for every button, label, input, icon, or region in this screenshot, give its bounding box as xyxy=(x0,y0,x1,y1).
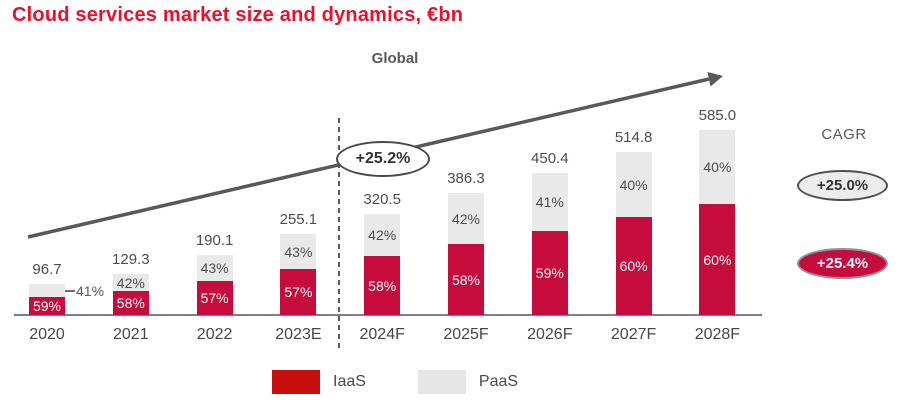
bar-segment-paas: 42% xyxy=(112,274,149,292)
bar-total-label: 129.3 xyxy=(112,251,150,269)
bar-total-label: 96.7 xyxy=(32,261,62,279)
x-axis-label: 2023E xyxy=(275,326,322,343)
x-axis-label: 2020 xyxy=(29,326,65,343)
cagr-badge-iaas: +25.4% xyxy=(797,248,888,279)
trend-cagr-callout: +25.2% xyxy=(336,141,430,177)
legend-label-iaas: IaaS xyxy=(333,373,366,390)
bar-segment-paas xyxy=(29,284,65,297)
callout-leader-line xyxy=(65,289,75,292)
bar-total-label: 386.3 xyxy=(447,169,485,187)
bar-segment-iaas: 60% xyxy=(699,204,736,315)
x-axis-label: 2028F xyxy=(694,326,741,343)
bar-segment-iaas: 58% xyxy=(364,256,401,315)
legend-swatch-iaas xyxy=(272,370,320,394)
bar-segment-paas: 42% xyxy=(448,192,484,245)
bar-segment-iaas: 60% xyxy=(615,217,652,315)
bar-total-label: 190.1 xyxy=(195,231,234,249)
cagr-heading: CAGR xyxy=(821,126,867,143)
x-axis-line xyxy=(14,314,762,316)
region-label: Global xyxy=(371,50,419,67)
x-axis-label: 2021 xyxy=(113,326,149,343)
bar-segment-paas: 43% xyxy=(196,254,233,281)
x-axis-label: 2022 xyxy=(196,326,233,343)
bar-segment-iaas: 59% xyxy=(29,296,65,315)
x-axis-label: 2025F xyxy=(443,326,489,343)
bar-total-label: 255.1 xyxy=(279,211,318,229)
bar-segment-paas: 43% xyxy=(280,234,317,270)
bar-segment-paas: 42% xyxy=(364,213,401,257)
x-axis-label: 2026F xyxy=(527,326,573,343)
legend-label-paas: PaaS xyxy=(478,373,519,390)
legend-swatch-paas xyxy=(417,370,466,394)
bar-segment-paas: 40% xyxy=(699,130,736,205)
bar-total-label: 320.5 xyxy=(363,190,401,208)
bar-total-label: 450.4 xyxy=(531,149,569,167)
bar-segment-iaas: 57% xyxy=(280,269,317,315)
paas-share-label: 41% xyxy=(76,282,105,299)
bar-segment-iaas: 58% xyxy=(112,291,149,315)
chart-title: Cloud services market size and dynamics,… xyxy=(12,4,464,26)
x-axis-label: 2024F xyxy=(359,326,405,343)
x-axis-label: 2027F xyxy=(610,326,657,343)
paas-share-callout: 41% xyxy=(65,281,104,301)
bar-segment-paas: 41% xyxy=(531,172,568,232)
bar-segment-paas: 40% xyxy=(615,152,652,218)
chart-legend: IaaS PaaS xyxy=(272,370,518,394)
bar-total-label: 585.0 xyxy=(698,107,737,125)
bar-total-label: 514.8 xyxy=(614,129,653,147)
cagr-badge-paas: +25.0% xyxy=(797,170,888,201)
bar-segment-iaas: 58% xyxy=(448,244,484,315)
bar-segment-iaas: 59% xyxy=(531,231,568,315)
bar-segment-iaas: 57% xyxy=(196,280,233,315)
